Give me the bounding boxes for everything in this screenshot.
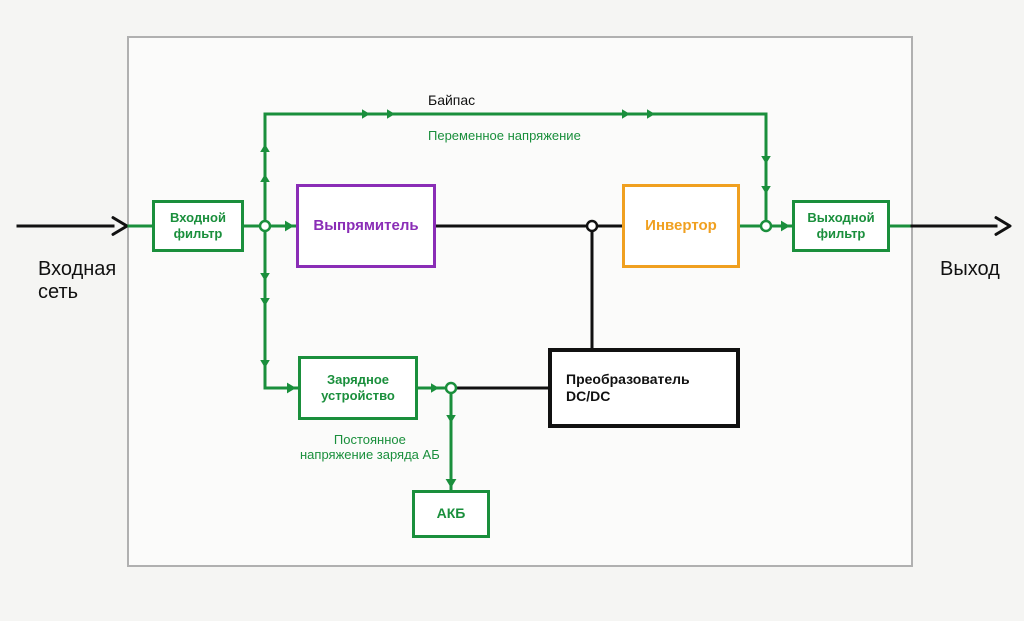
input-filter-label: Входнойфильтр [170,210,226,243]
dcdc-block: ПреобразовательDC/DC [548,348,740,428]
rectifier-block: Выпрямитель [296,184,436,268]
charger-label: Зарядноеустройство [321,372,395,405]
battery-block: АКБ [412,490,490,538]
outer-frame [127,36,913,567]
input-filter-block: Входнойфильтр [152,200,244,252]
inverter-label: Инвертор [645,217,717,236]
diagram-canvas: Входнойфильтр Выпрямитель Инвертор Выход… [0,0,1024,621]
inverter-block: Инвертор [622,184,740,268]
battery-label: АКБ [437,505,466,523]
output-label: Выход [940,258,1000,281]
dc-charge-label: Постоянноенапряжение заряда АБ [300,432,440,462]
input-network-label: Входнаясеть [38,258,116,304]
output-filter-label: Выходнойфильтр [807,210,874,243]
ac-voltage-label: Переменное напряжение [428,128,581,143]
charger-block: Зарядноеустройство [298,356,418,420]
dcdc-label: ПреобразовательDC/DC [566,371,690,406]
bypass-label: Байпас [428,92,475,108]
output-filter-block: Выходнойфильтр [792,200,890,252]
rectifier-label: Выпрямитель [313,217,418,236]
